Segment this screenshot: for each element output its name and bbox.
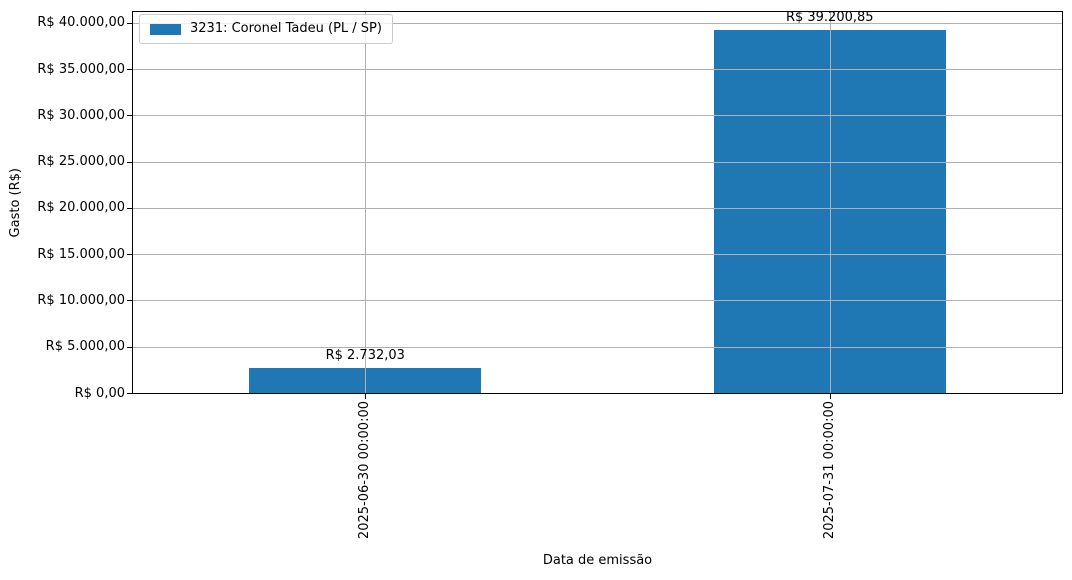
y-gridline	[133, 207, 1062, 209]
y-tick	[127, 22, 132, 24]
y-tick	[127, 69, 132, 71]
x-tick	[365, 394, 367, 399]
y-tick	[127, 346, 132, 348]
legend: 3231: Coronel Tadeu (PL / SP)	[139, 14, 393, 44]
bar-value-label: R$ 39.200,85	[785, 10, 874, 26]
legend-swatch	[150, 23, 181, 35]
y-gridline	[133, 115, 1062, 117]
y-gridline	[133, 161, 1062, 163]
y-gridline	[133, 22, 1062, 24]
y-tick-label: R$ 20.000,00	[37, 200, 125, 216]
x-gridline	[829, 12, 831, 393]
y-axis-label-wrap: Gasto (R$)	[6, 11, 24, 394]
y-gridline	[133, 69, 1062, 71]
y-tick-label: R$ 15.000,00	[37, 246, 125, 262]
y-tick	[127, 207, 132, 209]
x-gridline	[365, 12, 367, 393]
y-axis-label: Gasto (R$)	[7, 167, 23, 238]
y-tick	[127, 161, 132, 163]
x-tick-label: 2025-06-30 00:00:00	[357, 401, 373, 540]
y-tick	[127, 254, 132, 256]
y-gridline	[133, 300, 1062, 302]
y-tick-label: R$ 30.000,00	[37, 107, 125, 123]
y-tick-label: R$ 5.000,00	[45, 339, 125, 355]
y-tick-label: R$ 25.000,00	[37, 154, 125, 170]
plot-area: 3231: Coronel Tadeu (PL / SP) R$ 0,00 R$ …	[37, 10, 1063, 539]
y-tick-label: R$ 40.000,00	[37, 15, 125, 31]
y-tick	[127, 393, 132, 394]
x-tick-label: 2025-07-31 00:00:00	[821, 401, 837, 540]
x-axis-label: Data de emissão	[542, 553, 653, 568]
y-gridline	[133, 254, 1062, 256]
y-tick-label: R$ 0,00	[74, 385, 125, 401]
y-tick-label: R$ 10.000,00	[37, 292, 125, 308]
legend-label: 3231: Coronel Tadeu (PL / SP)	[190, 21, 382, 36]
y-tick	[127, 115, 132, 117]
x-tick	[829, 394, 831, 399]
bar-value-label: R$ 2.732,03	[325, 347, 405, 363]
y-gridline	[133, 346, 1062, 348]
y-tick	[127, 300, 132, 302]
y-tick-label: R$ 35.000,00	[37, 61, 125, 77]
